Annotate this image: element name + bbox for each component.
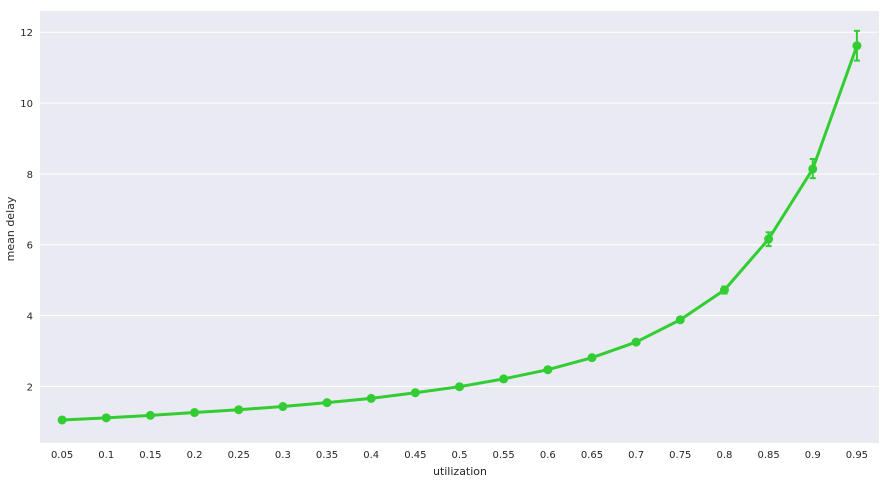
x-tick-label: 0.15 <box>139 450 161 461</box>
data-point <box>57 415 67 425</box>
x-tick-label: 0.75 <box>669 450 691 461</box>
x-tick-label: 0.55 <box>493 450 515 461</box>
data-point <box>455 382 464 392</box>
data-point <box>808 164 818 174</box>
x-axis-label: utilization <box>433 465 487 478</box>
x-tick-label: 0.45 <box>404 450 426 461</box>
x-tick-label: 0.3 <box>275 450 291 461</box>
data-point <box>587 353 597 363</box>
x-tick-label: 0.65 <box>581 450 603 461</box>
x-tick-label: 0.95 <box>846 450 868 461</box>
data-point <box>719 285 729 295</box>
data-point <box>322 398 332 408</box>
y-tick-label: 8 <box>27 170 33 181</box>
data-point <box>145 410 155 420</box>
data-point <box>190 408 200 418</box>
data-point <box>499 374 509 384</box>
y-tick-label: 4 <box>27 312 33 323</box>
data-point <box>543 365 553 375</box>
x-axis-ticks: 0.05 0.1 0.15 0.2 0.25 0.3 0.35 0.4 0.45 0.5 0.55 0… <box>51 450 868 461</box>
data-point <box>278 402 288 412</box>
y-tick-label: 2 <box>27 382 33 393</box>
gridlines <box>40 31 879 387</box>
data-point <box>366 393 376 403</box>
x-tick-label: 0.8 <box>716 450 732 461</box>
data-point <box>852 41 862 51</box>
data-point <box>410 388 420 398</box>
series-layer <box>57 29 862 425</box>
y-tick-label: 10 <box>20 99 33 110</box>
x-tick-label: 0.2 <box>187 450 203 461</box>
data-point <box>234 405 244 415</box>
x-tick-label: 0.05 <box>51 450 73 461</box>
plot-area <box>40 11 879 443</box>
x-tick-label: 0.25 <box>228 450 250 461</box>
x-tick-label: 0.85 <box>757 450 779 461</box>
data-point <box>101 413 111 423</box>
y-tick-label: 12 <box>20 28 33 39</box>
data-point <box>675 315 685 325</box>
x-tick-label: 0.1 <box>98 450 114 461</box>
x-tick-label: 0.9 <box>805 450 821 461</box>
x-tick-label: 0.7 <box>628 450 644 461</box>
y-axis-label: mean delay <box>4 196 17 261</box>
x-tick-label: 0.35 <box>316 450 338 461</box>
y-tick-label: 6 <box>27 241 33 252</box>
data-point <box>631 337 641 347</box>
y-axis-ticks: 2 4 6 8 10 12 <box>20 28 33 393</box>
data-point <box>764 234 774 244</box>
x-tick-label: 0.6 <box>540 450 556 461</box>
x-tick-label: 0.4 <box>363 450 379 461</box>
x-tick-label: 0.5 <box>452 450 468 461</box>
